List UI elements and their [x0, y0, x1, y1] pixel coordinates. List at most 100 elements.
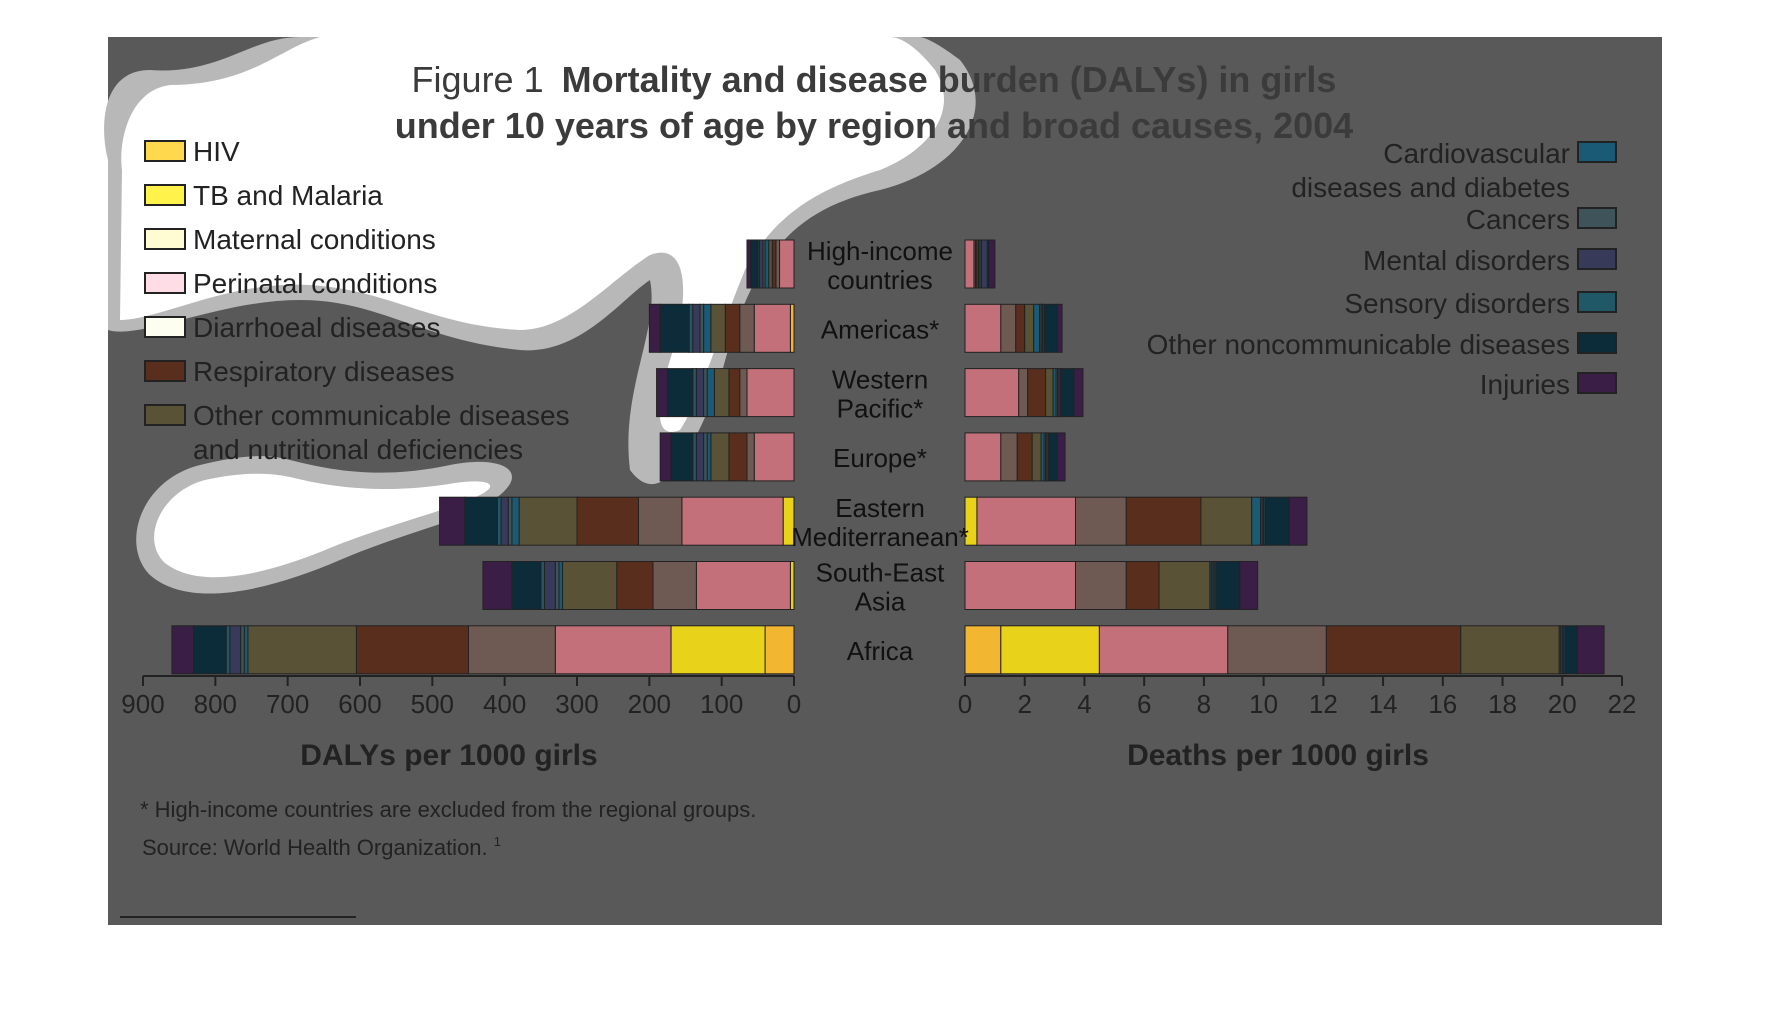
legend-swatch-cardiovascular-diseases-and-diabetes [1577, 141, 1617, 163]
dalys-tick-label-500: 500 [411, 689, 454, 719]
deaths-bar-africa-perinatal-conditions [1098, 625, 1229, 675]
legend-label-injuries: Injuries [1480, 369, 1570, 400]
deaths-bar-western-pacific-perinatal-conditions [964, 368, 1020, 418]
dalys-x-axis-label: DALYs per 1000 girls [300, 739, 597, 772]
dalys-bar-americas-mental-disorders [692, 303, 701, 353]
dalys-bar-africa-mental-disorders [229, 625, 242, 675]
deaths-bar-eastern-mediterranean-injuries [1288, 496, 1308, 546]
source-text: Source: World Health Organization. [142, 835, 488, 860]
deaths-tick-label-4: 4 [1077, 689, 1091, 719]
deaths-bar-africa-tb-and-malaria [1000, 625, 1100, 675]
deaths-tick-label-0: 0 [958, 689, 972, 719]
deaths-bar-western-pacific-diarrhoeal-diseases [1018, 368, 1029, 418]
dalys-bar-africa-diarrhoeal-diseases [468, 625, 556, 675]
legend-label-hiv: HIV [193, 136, 240, 167]
dalys-bar-south-east-asia-injuries [482, 561, 513, 610]
deaths-bar-americas-perinatal-conditions [964, 303, 1002, 353]
dalys-bar-western-pacific-mental-disorders [695, 368, 705, 418]
region-label-4-line2: Mediterranean* [791, 522, 969, 552]
dalys-tick-label-0: 0 [787, 689, 801, 719]
region-label-6: Africa [847, 636, 914, 666]
deaths-bar-high-income-countries-injuries [988, 239, 996, 289]
dalys-bar-africa-injuries [171, 625, 195, 675]
deaths-bar-americas-other-noncommunicable-diseases [1043, 303, 1059, 353]
deaths-bar-south-east-asia-injuries [1239, 561, 1259, 610]
dalys-tick-label-400: 400 [483, 689, 526, 719]
blob-bottom-fill [154, 473, 491, 578]
dalys-bar-africa-cardiovascular-diseases-and-diabetes [243, 625, 249, 675]
dalys-bar-americas-other-communicable-diseases-and-nutritional-deficiencies [710, 303, 726, 353]
dalys-bar-western-pacific-cardiovascular-diseases-and-diabetes [706, 368, 715, 418]
dalys-bar-high-income-countries-cardiovascular-diseases-and-diabetes [764, 239, 770, 289]
legend-label-other-communicable-diseases-and-nutritional-deficiencies: Other communicable diseases [193, 400, 570, 431]
dalys-bar-africa-sensory-disorders [225, 625, 231, 675]
legend-label-sensory-disorders: Sensory disorders [1344, 288, 1570, 319]
dalys-bar-south-east-asia-diarrhoeal-diseases [652, 561, 697, 610]
deaths-bar-americas-cardiovascular-diseases-and-diabetes [1033, 303, 1041, 353]
dalys-bar-africa-perinatal-conditions [554, 625, 672, 675]
deaths-bar-europe-other-communicable-diseases-and-nutritional-deficiencies [1031, 432, 1042, 482]
title-text-line2: under 10 years of age by region and broa… [395, 105, 1353, 146]
deaths-bar-south-east-asia-other-noncommunicable-diseases [1215, 561, 1241, 610]
dalys-tick-label-200: 200 [628, 689, 671, 719]
footnote-source: Source: World Health Organization. 1 [142, 834, 501, 860]
dalys-bar-africa-respiratory-diseases [355, 625, 469, 675]
dalys-bar-high-income-countries-other-noncommunicable-diseases [750, 239, 759, 289]
deaths-bar-south-east-asia-other-communicable-diseases-and-nutritional-deficiencies [1158, 561, 1211, 610]
legend-swatch-maternal-conditions [144, 228, 186, 250]
dalys-bar-africa-tb-and-malaria [670, 625, 766, 675]
legend-swatch-diarrhoeal-diseases [144, 316, 186, 338]
dalys-bar-americas-injuries [648, 303, 661, 353]
legend-swatch-hiv [144, 140, 186, 162]
deaths-bar-africa-respiratory-diseases [1325, 625, 1462, 675]
legend-left: HIV TB and Malaria Maternal conditions Peri… [144, 136, 570, 465]
deaths-bar-western-pacific-respiratory-diseases [1027, 368, 1047, 418]
dalys-bar-high-income-countries-perinatal-conditions [779, 239, 795, 289]
dalys-bar-western-pacific-respiratory-diseases [728, 368, 741, 418]
deaths-bar-south-east-asia-diarrhoeal-diseases [1074, 561, 1127, 610]
dalys-bar-western-pacific-other-noncommunicable-diseases [666, 368, 694, 418]
dalys-bar-western-pacific-cancers [703, 368, 708, 418]
dalys-bar-high-income-countries-injuries [746, 239, 752, 289]
legend-label-respiratory-diseases: Respiratory diseases [193, 356, 454, 387]
region-label-4-line1: Eastern [835, 493, 925, 523]
dalys-bar-south-east-asia-tb-and-malaria [789, 561, 795, 610]
dalys-tick-label-700: 700 [266, 689, 309, 719]
dalys-bar-western-pacific-perinatal-conditions [746, 368, 795, 418]
dalys-bar-high-income-countries-respiratory-diseases [771, 239, 777, 289]
legend-label-cancers: Cancers [1466, 204, 1570, 235]
dalys-bar-europe-perinatal-conditions [753, 432, 795, 482]
deaths-tick-label-8: 8 [1197, 689, 1211, 719]
dalys-bar-europe-cancers [703, 432, 708, 482]
dalys-bar-eastern-mediterranean-cancers [507, 496, 513, 546]
dalys-bar-europe-diarrhoeal-diseases [746, 432, 755, 482]
region-label-3: Europe* [833, 443, 927, 473]
legend-label-other-noncommunicable-diseases: Other noncommunicable diseases [1147, 329, 1570, 360]
figure-number: Figure 1 [412, 59, 544, 100]
footnote-high-income: * High-income countries are excluded fro… [140, 797, 756, 822]
deaths-bar-western-pacific-other-noncommunicable-diseases [1060, 368, 1075, 418]
region-label-0-line2: countries [827, 265, 933, 295]
deaths-chart: 0 2 4 6 8 10 12 14 16 18 20 22 Deaths per 1000 girls [958, 239, 1636, 772]
region-label-1: Americas* [821, 314, 939, 344]
legend-swatch-tb-and-malaria [144, 184, 186, 206]
dalys-bar-south-east-asia-respiratory-diseases [616, 561, 654, 610]
deaths-bar-americas-other-communicable-diseases-and-nutritional-deficiencies [1024, 303, 1035, 353]
dalys-bar-south-east-asia-mental-disorders [543, 561, 556, 610]
legend-label-perinatal-conditions: Perinatal conditions [193, 268, 437, 299]
dalys-bar-americas-perinatal-conditions [753, 303, 791, 353]
dalys-tick-label-900: 900 [121, 689, 164, 719]
dalys-bar-europe-mental-disorders [695, 432, 705, 482]
dalys-tick-label-300: 300 [555, 689, 598, 719]
dalys-bar-south-east-asia-sensory-disorders [540, 561, 545, 610]
dalys-bar-europe-other-noncommunicable-diseases [670, 432, 694, 482]
deaths-bar-africa-other-noncommunicable-diseases [1564, 625, 1578, 675]
chart-title-line2: under 10 years of age by region and broa… [395, 105, 1353, 146]
deaths-bar-europe-diarrhoeal-diseases [1000, 432, 1018, 482]
deaths-bar-eastern-mediterranean-respiratory-diseases [1125, 496, 1202, 546]
legend-swatch-sensory-disorders [1577, 291, 1617, 313]
legend-swatch-perinatal-conditions [144, 272, 186, 294]
